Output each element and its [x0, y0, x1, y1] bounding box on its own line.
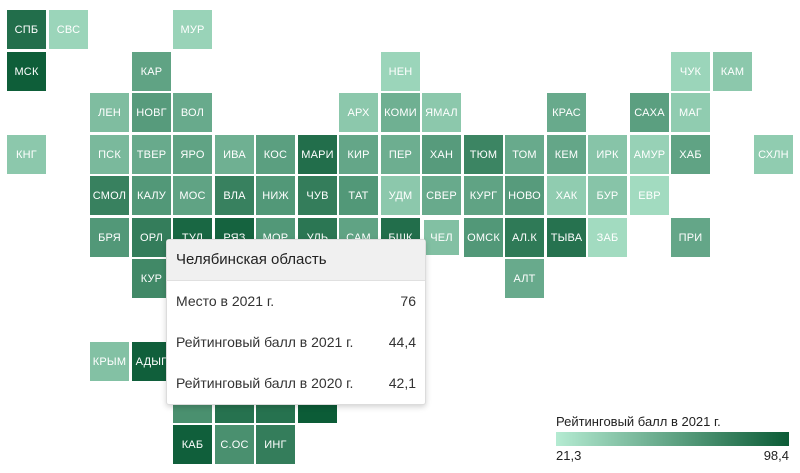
region-tile[interactable]: АЛ.К [505, 218, 544, 257]
region-tile[interactable]: АМУР [630, 135, 669, 174]
region-tile[interactable]: СПБ [7, 10, 46, 49]
region-tile[interactable]: ЧЕЛ [422, 218, 461, 257]
region-tile[interactable]: ТОМ [505, 135, 544, 174]
region-tile[interactable]: АРХ [339, 93, 378, 132]
region-tile[interactable]: НИЖ [256, 176, 295, 215]
legend-title: Рейтинговый балл в 2021 г. [556, 414, 721, 429]
region-tile[interactable]: КЕМ [547, 135, 586, 174]
region-tile[interactable]: ИВА [215, 135, 254, 174]
region-tile[interactable]: ЕВР [630, 176, 669, 215]
region-tile[interactable]: КУРГ [464, 176, 503, 215]
region-tile[interactable]: КАЛУ [132, 176, 171, 215]
region-tile[interactable]: КУР [132, 259, 171, 298]
region-tile[interactable]: ЯРО [173, 135, 212, 174]
region-tile[interactable]: ХАБ [671, 135, 710, 174]
region-tile[interactable]: ЛЕН [90, 93, 129, 132]
region-tile[interactable]: КАМ [713, 52, 752, 91]
region-tile[interactable]: ЯМАЛ [422, 93, 461, 132]
region-tooltip: Челябинская область Место в 2021 г. 76 Р… [166, 239, 426, 405]
region-tile[interactable]: КРАС [547, 93, 586, 132]
region-tile[interactable]: НОВО [505, 176, 544, 215]
region-tile[interactable]: КАБ [173, 425, 212, 464]
region-tile[interactable]: УДМ [381, 176, 420, 215]
region-tile[interactable]: ЧУК [671, 52, 710, 91]
region-tile[interactable]: ТАТ [339, 176, 378, 215]
region-tile[interactable]: ЧУВ [298, 176, 337, 215]
region-tile[interactable]: МОС [173, 176, 212, 215]
region-tile[interactable]: ТЮМ [464, 135, 503, 174]
region-tile[interactable]: МАГ [671, 93, 710, 132]
tooltip-title: Челябинская область [167, 240, 425, 281]
region-tile[interactable]: СВС [49, 10, 88, 49]
region-tile[interactable]: КОС [256, 135, 295, 174]
region-tile[interactable]: ПЕР [381, 135, 420, 174]
region-tile[interactable]: ЗАБ [588, 218, 627, 257]
region-tile[interactable]: ХАН [422, 135, 461, 174]
region-tile[interactable]: ОРЛ [132, 218, 171, 257]
region-tile[interactable]: КРЫМ [90, 342, 129, 381]
region-tile[interactable]: СВЕР [422, 176, 461, 215]
region-tile[interactable]: ВОЛ [173, 93, 212, 132]
region-tile[interactable]: БУР [588, 176, 627, 215]
region-tile[interactable]: МСК [7, 52, 46, 91]
legend-gradient-bar [556, 432, 789, 446]
region-tile[interactable]: САХА [630, 93, 669, 132]
region-tile[interactable]: АЛТ [505, 259, 544, 298]
region-tile[interactable]: С.ОС [215, 425, 254, 464]
region-tile[interactable]: НОВГ [132, 93, 171, 132]
region-tile[interactable]: ТЫВА [547, 218, 586, 257]
region-tile[interactable]: СХЛН [754, 135, 793, 174]
region-tile[interactable]: ИРК [588, 135, 627, 174]
tooltip-row-value: 42,1 [388, 375, 416, 391]
region-tile[interactable]: ПСК [90, 135, 129, 174]
tooltip-row-value: 76 [400, 293, 416, 309]
region-tile[interactable]: ВЛА [215, 176, 254, 215]
region-tile[interactable]: АДЫГ [132, 342, 171, 381]
tooltip-row-label: Рейтинговый балл в 2021 г. [176, 334, 354, 350]
region-tile[interactable]: ТВЕР [132, 135, 171, 174]
legend-min-label: 21,3 [556, 448, 582, 463]
tooltip-row-rank: Место в 2021 г. 76 [176, 291, 416, 311]
region-tile[interactable]: СМОЛ [90, 176, 129, 215]
region-tile[interactable]: КИР [339, 135, 378, 174]
region-tile[interactable]: КНГ [7, 135, 46, 174]
tooltip-row-score-2020: Рейтинговый балл в 2020 г. 42,1 [176, 373, 416, 393]
region-tile[interactable]: ПРИ [671, 218, 710, 257]
region-tile[interactable]: МАРИ [298, 135, 337, 174]
region-tile[interactable]: ОМСК [464, 218, 503, 257]
region-tile[interactable]: БРЯ [90, 218, 129, 257]
tooltip-row-label: Рейтинговый балл в 2020 г. [176, 375, 354, 391]
color-legend: Рейтинговый балл в 2021 г. 21,3 98,4 [556, 414, 790, 464]
region-tile[interactable]: ИНГ [256, 425, 295, 464]
tooltip-row-value: 44,4 [388, 334, 416, 350]
region-tile[interactable]: МУР [173, 10, 212, 49]
region-tile[interactable]: КАР [132, 52, 171, 91]
legend-max-label: 98,4 [763, 448, 789, 463]
region-tile[interactable]: ХАК [547, 176, 586, 215]
region-tile[interactable]: КОМИ [381, 93, 420, 132]
tooltip-row-score-2021: Рейтинговый балл в 2021 г. 44,4 [176, 332, 416, 352]
tooltip-row-label: Место в 2021 г. [176, 293, 275, 309]
region-tile[interactable]: НЕН [381, 52, 420, 91]
